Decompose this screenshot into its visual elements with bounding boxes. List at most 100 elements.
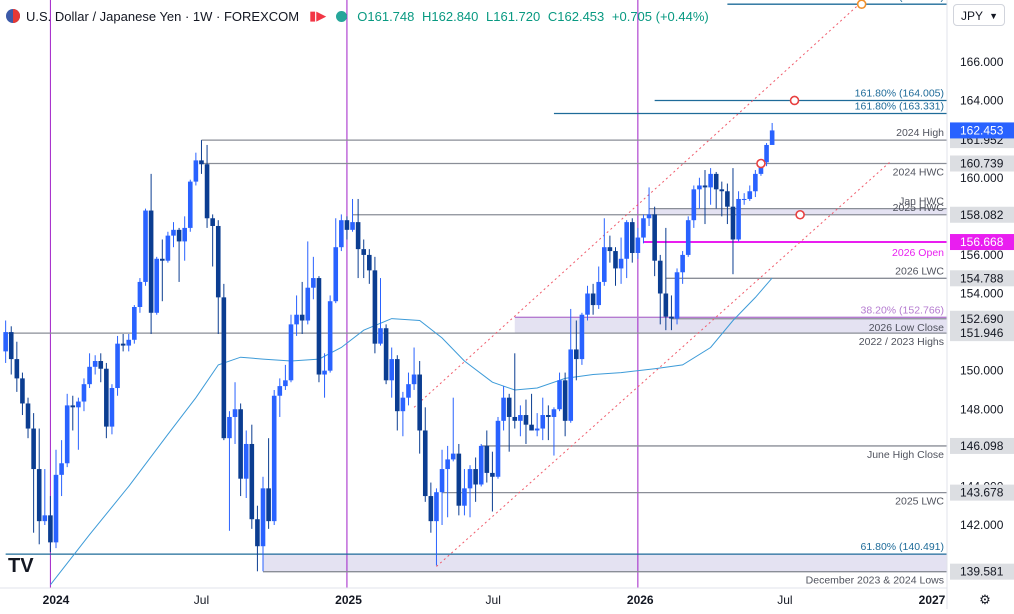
candle-body (450, 453, 456, 460)
markers-layer (756, 0, 867, 220)
candle (663, 227, 669, 331)
market-status-icon[interactable] (336, 10, 348, 22)
candle-body (316, 278, 322, 375)
candle (277, 378, 283, 417)
candle-body (579, 314, 585, 360)
level-label: 161.80% (163.331) (855, 100, 944, 112)
price-tag-box (950, 310, 1014, 327)
candle (523, 399, 529, 444)
time-tick-label: 2026 (627, 593, 654, 607)
currency-selector[interactable]: JPY ▼ (953, 4, 1005, 26)
candle-body (126, 339, 132, 346)
candle-body (680, 254, 685, 273)
tradingview-logo-icon: TV (8, 555, 34, 577)
candle-body (585, 293, 590, 315)
candle (534, 413, 540, 437)
candle-body (210, 218, 215, 226)
price-tag-box (950, 563, 1014, 580)
symbol-title[interactable]: U.S. Dollar / Japanese Yen · 1W · FOREXC… (26, 8, 300, 24)
candle-body (193, 160, 199, 182)
candle-body (562, 380, 568, 421)
candle (607, 235, 613, 263)
candle (327, 295, 333, 373)
candle-body (478, 445, 484, 485)
moving-average-layer (50, 277, 773, 586)
candle (490, 451, 495, 512)
candle (557, 372, 562, 412)
candle (243, 430, 249, 498)
moving-average-line (50, 277, 773, 586)
candle (546, 405, 551, 441)
candle-body (367, 254, 372, 271)
candle-body (171, 229, 176, 236)
candle (143, 208, 148, 286)
candle-body (568, 349, 574, 421)
level-label: 2025 LWC (895, 496, 944, 508)
chart-header: U.S. Dollar / Japanese Yen · 1W · FOREXC… (0, 0, 713, 32)
candle (669, 295, 674, 331)
price-tag-box (950, 484, 1014, 501)
candle (635, 227, 641, 259)
candle (417, 361, 422, 454)
candle-body (601, 247, 607, 282)
candle (25, 397, 31, 439)
candle (601, 218, 607, 286)
candle (674, 268, 680, 325)
candle-body (204, 164, 210, 219)
level-label: Jan HWC (899, 196, 944, 208)
candle-body (109, 388, 115, 427)
candle (467, 465, 473, 518)
candle (176, 227, 182, 282)
time-tick-label: 2027 (919, 593, 946, 607)
price-tags-layer: 161.952160.739158.082156.668154.788152.6… (950, 122, 1014, 580)
candle (53, 449, 59, 549)
candle-body (428, 496, 434, 522)
candle-body (92, 361, 98, 367)
candle-body (165, 235, 171, 261)
candle (713, 171, 719, 209)
candle-body (227, 416, 232, 439)
candle-body (596, 281, 602, 306)
candle-body (243, 443, 249, 479)
zone-band (263, 554, 947, 572)
candle-body (646, 214, 652, 219)
candle (512, 353, 518, 429)
chevron-down-icon: ▼ (989, 11, 998, 21)
level-label: 2026 LWC (895, 265, 944, 277)
candle-body (255, 519, 260, 547)
candle-body (81, 384, 87, 402)
candle (473, 457, 478, 502)
candle-body (691, 189, 697, 221)
open-value: O161.748 (357, 8, 415, 24)
candles-layer (3, 122, 775, 572)
gear-icon[interactable]: ⚙ (979, 592, 991, 607)
candle-body (417, 374, 422, 431)
level-label: June High Close (867, 449, 944, 461)
candle (730, 168, 736, 275)
candle (574, 320, 579, 381)
candle (691, 185, 697, 228)
candle-body (490, 472, 495, 477)
candle-body (182, 227, 187, 242)
candle-body (713, 173, 719, 190)
flag-icon[interactable]: ▮▶ (309, 8, 327, 23)
candle-body (148, 210, 154, 313)
candle (641, 214, 646, 244)
candle-body (14, 359, 20, 379)
candle (618, 237, 624, 284)
price-tick-label: 160.000 (960, 171, 1004, 185)
candle-body (187, 181, 193, 228)
candle (322, 353, 327, 398)
level-label: 2025 HWC (893, 202, 945, 214)
candle (372, 256, 378, 354)
level-marker (856, 0, 867, 9)
candle-body (87, 366, 92, 385)
candle (652, 206, 657, 277)
zone-band (514, 317, 947, 334)
candle (283, 364, 288, 390)
candle (355, 198, 361, 279)
candle-body (529, 424, 534, 431)
candle (596, 266, 602, 309)
candle-body (741, 198, 747, 200)
change-value: +0.705 (+0.44%) (611, 8, 709, 24)
